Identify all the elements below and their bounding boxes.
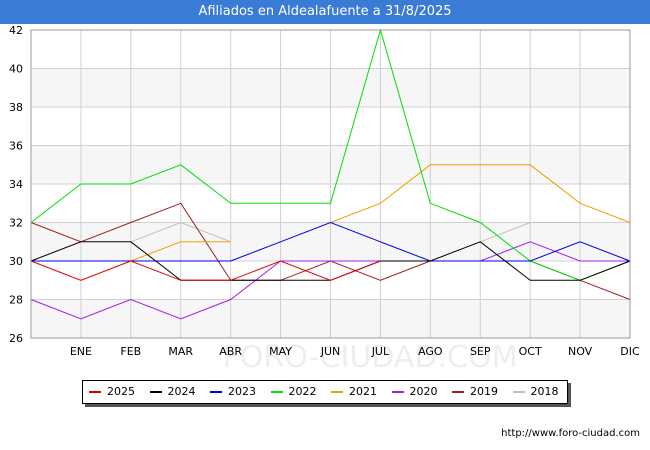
x-tick-label: MAY (269, 345, 292, 358)
legend-label-2018: 2018 (530, 385, 559, 398)
legend-swatch-2024 (149, 391, 162, 393)
x-tick-label: MAR (168, 345, 193, 358)
y-tick-label: 30 (9, 255, 23, 268)
x-tick-label: ENE (70, 345, 92, 358)
legend-label-2021: 2021 (349, 385, 377, 398)
x-axis-ticks: ENE FEB MAR ABR MAY JUN JUL AGO SEP OCT NOV DIC (70, 345, 640, 358)
y-tick-label: 38 (9, 101, 23, 114)
y-axis-ticks: 26 28 30 32 34 36 38 40 42 (9, 24, 23, 345)
x-tick-label: OCT (519, 345, 542, 358)
title-bar (0, 0, 650, 24)
legend-swatch-2018 (512, 391, 525, 393)
y-tick-label: 40 (9, 63, 23, 76)
legend-swatch-2022 (270, 391, 283, 393)
series-line-2020 (30, 241, 630, 320)
series-line-2025 (30, 260, 381, 281)
x-tick-label: DIC (620, 345, 640, 358)
legend-label-2025: 2025 (107, 385, 135, 398)
series-lines (30, 28, 631, 320)
legend-swatch-2023 (210, 391, 222, 393)
legend-swatch-2020 (391, 391, 404, 393)
chart-title: Afiliados en Aldealafuente a 31/8/2025 (198, 4, 452, 19)
x-tick-label: NOV (568, 345, 593, 358)
legend: 2025 2024 2023 2022 2021 2020 2019 2018 (82, 380, 568, 404)
legend-label-2023: 2023 (228, 385, 256, 398)
x-tick-label: JUN (320, 345, 341, 358)
plot-frame (30, 29, 631, 339)
x-tick-label: ABR (219, 345, 242, 358)
legend-label-2022: 2022 (288, 385, 317, 398)
legend-swatch-2021 (331, 391, 343, 393)
series-line-2021 (330, 164, 631, 223)
legend-label-2020: 2020 (409, 385, 438, 398)
x-tick-label: AGO (418, 345, 443, 358)
legend-swatch-2019 (452, 391, 464, 393)
source-url: http://www.foro-ciudad.com (501, 428, 640, 439)
x-tick-label: SEP (470, 345, 491, 358)
x-tick-label: FEB (120, 345, 141, 358)
y-tick-label: 32 (9, 217, 23, 230)
y-tick-label: 42 (9, 24, 23, 37)
y-tick-label: 28 (9, 294, 23, 307)
series-line-2018 (130, 221, 231, 243)
legend-label-2024: 2024 (167, 385, 196, 398)
legend-swatch-2025 (89, 391, 101, 393)
legend-label-2019: 2019 (470, 385, 498, 398)
watermark: FORO-CIUDAD.COM (223, 340, 518, 375)
x-tick-label: JUL (371, 345, 390, 358)
y-tick-label: 34 (9, 178, 23, 191)
y-tick-label: 36 (9, 140, 23, 153)
y-tick-label: 26 (9, 332, 23, 345)
